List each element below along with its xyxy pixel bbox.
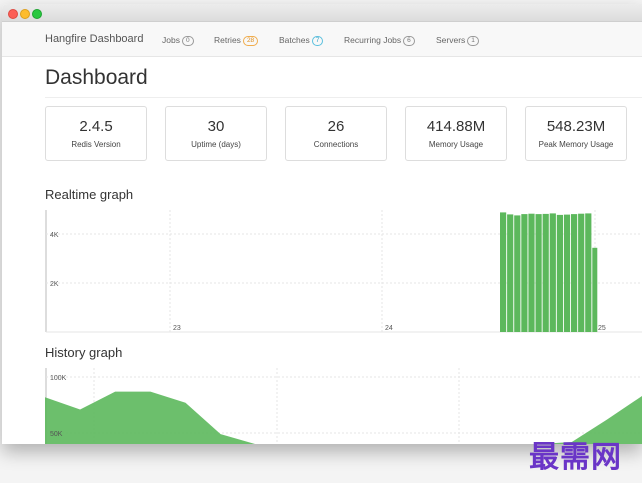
metric-redis-version: 2.4.5 Redis Version — [45, 106, 147, 161]
realtime-bar — [542, 213, 549, 332]
nav-recurring-jobs-count: 6 — [403, 36, 415, 46]
metric-value: 2.4.5 — [79, 118, 113, 135]
realtime-bar — [507, 214, 514, 332]
metric-value: 548.23M — [546, 118, 606, 135]
brand-link[interactable]: Hangfire Dashboard — [45, 33, 144, 45]
metric-value: 30 — [207, 118, 225, 135]
realtime-y-tick: 2K — [50, 281, 59, 288]
metric-label: Uptime (days) — [191, 140, 241, 149]
window-titlebar — [2, 4, 642, 22]
realtime-x-tick: 25 — [598, 325, 606, 332]
realtime-bar — [585, 213, 592, 332]
metric-value: 414.88M — [426, 118, 486, 135]
metric-label: Redis Version — [71, 140, 121, 149]
realtime-bar — [535, 214, 542, 332]
realtime-bar — [571, 214, 578, 332]
nav-retries[interactable]: Retries 28 — [214, 35, 259, 46]
realtime-x-tick: 23 — [173, 325, 181, 332]
nav-retries-label: Retries — [214, 35, 241, 45]
realtime-graph-title: Realtime graph — [45, 187, 134, 202]
zoom-window-button[interactable] — [32, 9, 42, 19]
metric-peak-memory-usage: 548.23M Peak Memory Usage — [525, 106, 627, 161]
realtime-bar — [592, 247, 598, 332]
nav-recurring-jobs-label: Recurring Jobs — [344, 35, 402, 45]
history-graph-title: History graph — [45, 345, 123, 360]
nav-servers-label: Servers — [436, 35, 466, 45]
realtime-bar — [521, 214, 528, 332]
nav-batches[interactable]: Batches 7 — [279, 35, 324, 46]
nav-retries-count: 28 — [242, 36, 259, 46]
nav-batches-count: 7 — [311, 36, 324, 46]
metric-label: Peak Memory Usage — [538, 140, 614, 149]
metric-memory-usage: 414.88M Memory Usage — [405, 106, 507, 161]
title-divider — [45, 97, 642, 98]
history-area-series — [45, 391, 642, 444]
nav-servers[interactable]: Servers 1 — [436, 35, 479, 46]
top-navbar: Hangfire Dashboard Jobs 0 Retries 28 Batch… — [2, 22, 642, 57]
realtime-bar — [528, 213, 535, 332]
metric-label: Connections — [313, 140, 359, 149]
realtime-bar — [514, 215, 521, 332]
history-graph: 100K 50K — [45, 368, 642, 444]
history-y-tick: 100K — [50, 375, 67, 382]
realtime-bar — [556, 214, 563, 332]
nav-recurring-jobs[interactable]: Recurring Jobs 6 — [344, 35, 415, 46]
metric-value: 26 — [327, 118, 345, 135]
realtime-y-tick: 4K — [50, 232, 59, 239]
nav-jobs-count: 0 — [181, 36, 194, 46]
watermark-text: 最需网 — [529, 440, 622, 475]
history-y-tick: 50K — [50, 431, 63, 438]
metric-label: Memory Usage — [428, 140, 484, 149]
realtime-bar — [578, 213, 585, 332]
metric-connections: 26 Connections — [285, 106, 387, 161]
nav-servers-count: 1 — [467, 36, 479, 46]
realtime-bar — [549, 213, 556, 332]
metric-uptime: 30 Uptime (days) — [165, 106, 267, 161]
browser-window: Hangfire Dashboard Jobs 0 Retries 28 Batch… — [2, 4, 642, 444]
close-window-button[interactable] — [8, 9, 18, 19]
nav-jobs[interactable]: Jobs 0 — [162, 35, 194, 46]
nav-jobs-label: Jobs — [162, 35, 180, 45]
realtime-bar — [563, 214, 571, 332]
page-title: Dashboard — [45, 66, 148, 89]
minimize-window-button[interactable] — [20, 9, 30, 19]
realtime-x-tick: 24 — [385, 325, 393, 332]
realtime-bar — [500, 212, 507, 332]
nav-batches-label: Batches — [279, 35, 310, 45]
realtime-graph: 4K 2K 23 24 25 — [45, 210, 642, 333]
